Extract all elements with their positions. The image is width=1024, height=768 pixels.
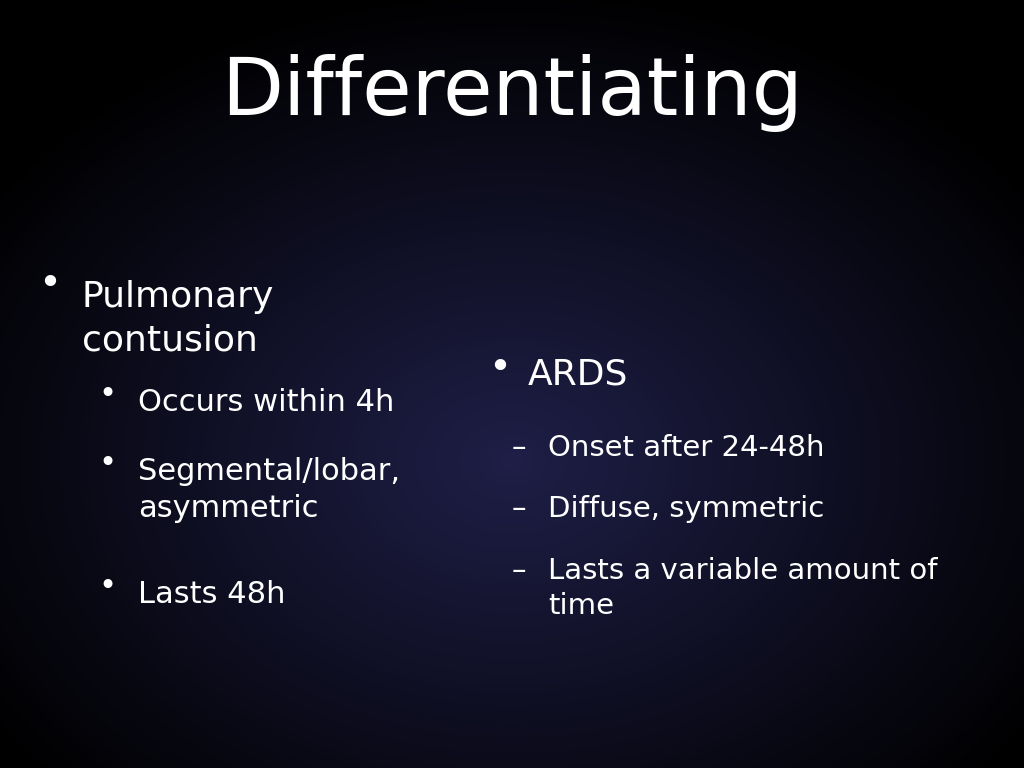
Text: •: •: [98, 449, 117, 478]
Text: Diffuse, symmetric: Diffuse, symmetric: [548, 495, 824, 523]
Text: •: •: [98, 572, 117, 601]
Text: –: –: [512, 434, 526, 462]
Text: Onset after 24-48h: Onset after 24-48h: [548, 434, 824, 462]
Text: Differentiating: Differentiating: [221, 54, 803, 132]
Text: –: –: [512, 495, 526, 523]
Text: Segmental/lobar,
asymmetric: Segmental/lobar, asymmetric: [138, 457, 400, 523]
Text: Lasts 48h: Lasts 48h: [138, 580, 286, 609]
Text: Pulmonary
contusion: Pulmonary contusion: [82, 280, 274, 358]
Text: Lasts a variable amount of
time: Lasts a variable amount of time: [548, 557, 937, 621]
Text: –: –: [512, 557, 526, 584]
Text: Occurs within 4h: Occurs within 4h: [138, 388, 394, 417]
Text: ARDS: ARDS: [527, 357, 628, 391]
Text: •: •: [38, 265, 60, 303]
Text: •: •: [488, 349, 511, 387]
Text: •: •: [98, 380, 117, 409]
